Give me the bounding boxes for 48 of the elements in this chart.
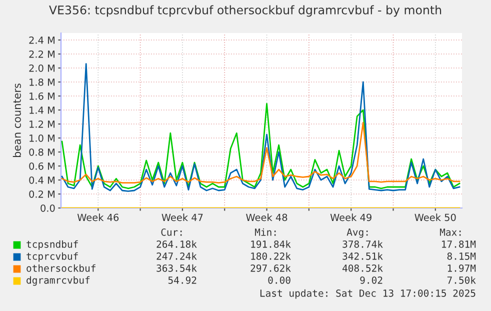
line-series bbox=[61, 103, 460, 190]
x-tick-label: Week 48 bbox=[246, 214, 288, 222]
y-tick-label: 2.4 M bbox=[29, 36, 54, 44]
chart-title: VE356: tcpsndbuf tcprcvbuf othersockbuf dgramrcvbuf - by month bbox=[49, 5, 442, 17]
line-series bbox=[61, 122, 460, 184]
y-tick-label: 1.8 M bbox=[30, 78, 54, 86]
text: 247.24k bbox=[156, 252, 197, 260]
legend-label: tcpsndbuf bbox=[26, 240, 78, 250]
y-tick-label: 2.0 M bbox=[29, 64, 54, 72]
legend-label: dgramrcvbuf bbox=[26, 276, 90, 286]
y-axis-title: bean counters bbox=[12, 84, 21, 157]
x-tick-label: Week 46 bbox=[77, 214, 119, 222]
y-tick-label: 0.4 M bbox=[29, 176, 54, 184]
legend-label: tcprcvbuf bbox=[26, 252, 78, 262]
y-tick-label: 1.4 M bbox=[30, 106, 54, 114]
text: 363.54k bbox=[156, 264, 197, 272]
text: 17.81M bbox=[442, 240, 476, 248]
y-tick-label: 0.6 M bbox=[29, 162, 54, 170]
legend-label: othersockbuf bbox=[26, 264, 96, 272]
y-tick-label: 1.0 M bbox=[30, 134, 54, 142]
text: Avg: bbox=[346, 228, 368, 238]
text: 8.15M bbox=[447, 252, 476, 260]
text: 9.02 bbox=[360, 276, 382, 284]
text: 408.52k bbox=[342, 264, 383, 272]
y-tick-label: 0.0 bbox=[40, 204, 55, 212]
x-tick-label: Week 47 bbox=[162, 214, 203, 222]
text: 264.18k bbox=[156, 240, 197, 248]
y-tick-label: 0.8 M bbox=[29, 148, 54, 156]
text: 7.50k bbox=[447, 276, 476, 284]
x-tick-label: Week 50 bbox=[414, 214, 456, 222]
text: 297.62k bbox=[250, 264, 291, 272]
y-tick-label: 1.6 M bbox=[30, 92, 54, 100]
y-tick-label: 1.2 M bbox=[30, 120, 54, 128]
text: 180.22k bbox=[251, 252, 291, 260]
text: 342.51k bbox=[342, 252, 383, 260]
y-tick-label: 0.2 M bbox=[29, 190, 54, 198]
text: Cur: bbox=[161, 228, 182, 236]
text: 0.00 bbox=[268, 276, 290, 284]
text: 378.74k bbox=[342, 240, 383, 248]
text: Max: bbox=[440, 228, 461, 236]
text: Last update: Sat Dec 13 17:00:15 2025 bbox=[260, 289, 476, 299]
line-series bbox=[61, 63, 460, 192]
text: 54.92 bbox=[168, 276, 196, 284]
x-tick-label: Week 49 bbox=[330, 214, 372, 222]
y-tick-label: 2.2 M bbox=[29, 50, 54, 58]
text: 1.97M bbox=[448, 264, 476, 272]
text: 191.84k bbox=[251, 240, 291, 248]
text: Min: bbox=[254, 228, 276, 236]
